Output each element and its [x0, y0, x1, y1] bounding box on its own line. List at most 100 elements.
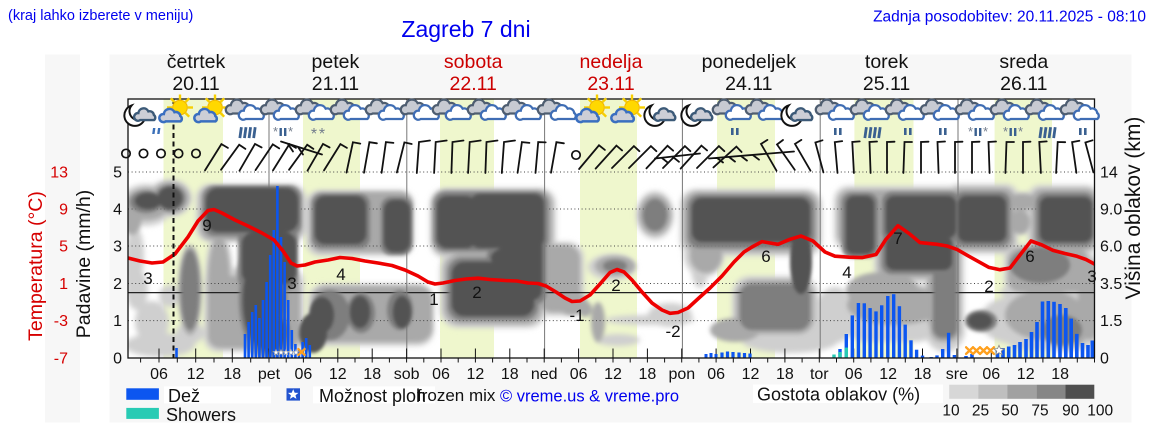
svg-text:*: *	[319, 126, 325, 143]
svg-text:12: 12	[467, 366, 485, 383]
svg-text:6.0: 6.0	[1100, 239, 1122, 256]
svg-text:23.11: 23.11	[587, 73, 634, 95]
svg-text:torek: torek	[865, 51, 909, 73]
svg-text:-2: -2	[665, 322, 680, 341]
svg-text:4: 4	[842, 263, 851, 282]
svg-text:75: 75	[1031, 403, 1048, 420]
svg-text:90: 90	[1062, 403, 1080, 420]
svg-text:25: 25	[972, 403, 989, 420]
svg-text:26.11: 26.11	[1000, 73, 1047, 95]
svg-text:22.11: 22.11	[450, 73, 497, 95]
svg-text:Zagreb 7 dni: Zagreb 7 dni	[401, 16, 530, 42]
svg-text:3: 3	[287, 274, 296, 293]
svg-text:18: 18	[363, 366, 381, 383]
svg-text:9: 9	[59, 202, 68, 219]
svg-text:18: 18	[776, 366, 794, 383]
svg-text:*: *	[968, 124, 973, 139]
svg-text:Zadnja posodobitev: 20.11.2025: Zadnja posodobitev: 20.11.2025 - 08:10	[873, 9, 1146, 26]
svg-text:sobota: sobota	[444, 51, 503, 73]
svg-text:ponedeljek: ponedeljek	[702, 51, 797, 73]
svg-text:nedelja: nedelja	[580, 51, 643, 73]
svg-text:1: 1	[59, 276, 68, 293]
svg-text:6: 6	[1025, 247, 1034, 266]
svg-text:24.11: 24.11	[725, 73, 772, 95]
svg-text:(kraj lahko izberete v meniju): (kraj lahko izberete v meniju)	[8, 8, 193, 24]
svg-text:frozen mix: frozen mix	[417, 386, 496, 405]
svg-text:5: 5	[59, 239, 68, 256]
svg-text:0: 0	[113, 350, 122, 367]
svg-text:-1: -1	[569, 306, 584, 325]
svg-text:Temperatura (°C): Temperatura (°C)	[25, 191, 47, 341]
svg-text:*: *	[1018, 124, 1023, 139]
svg-text:3: 3	[143, 269, 152, 288]
svg-text:12: 12	[742, 366, 760, 383]
svg-text:12: 12	[329, 366, 347, 383]
svg-text:1: 1	[113, 313, 122, 330]
svg-text:© vreme.us & vreme.pro: © vreme.us & vreme.pro	[500, 388, 679, 406]
svg-text:pon: pon	[668, 366, 695, 383]
svg-text:06: 06	[707, 366, 725, 383]
svg-text:Showers: Showers	[166, 405, 236, 425]
svg-text:petek: petek	[312, 51, 360, 73]
svg-text:12: 12	[187, 366, 205, 383]
svg-text:-3: -3	[54, 313, 68, 330]
svg-text:5: 5	[113, 165, 122, 182]
svg-text:9: 9	[202, 216, 211, 235]
svg-text:Gostota oblakov (%): Gostota oblakov (%)	[757, 385, 920, 405]
svg-text:18: 18	[1051, 366, 1069, 383]
svg-text:Višina oblakov (km): Višina oblakov (km)	[1122, 117, 1145, 300]
svg-text:2: 2	[611, 276, 620, 295]
svg-text:*: *	[288, 124, 293, 139]
svg-text:18: 18	[223, 366, 241, 383]
svg-text:20.11: 20.11	[172, 73, 219, 95]
svg-text:100: 100	[1087, 403, 1113, 420]
svg-text:0: 0	[1100, 350, 1109, 367]
svg-text:06: 06	[150, 366, 168, 383]
svg-text:Dež: Dež	[168, 386, 200, 406]
svg-text:18: 18	[914, 366, 932, 383]
svg-text:4: 4	[113, 202, 122, 219]
svg-text:*: *	[273, 124, 278, 139]
svg-text:*: *	[1003, 124, 1008, 139]
svg-text:2: 2	[984, 277, 993, 296]
svg-text:3: 3	[113, 239, 122, 256]
svg-text:6: 6	[761, 247, 770, 266]
svg-text:4: 4	[336, 265, 345, 284]
svg-text:06: 06	[570, 366, 588, 383]
svg-text:tor: tor	[810, 366, 829, 383]
svg-text:13: 13	[50, 165, 68, 182]
svg-text:12: 12	[879, 366, 897, 383]
svg-text:*: *	[983, 124, 988, 139]
svg-text:50: 50	[1001, 403, 1019, 420]
svg-text:06: 06	[982, 366, 1000, 383]
svg-text:1: 1	[429, 290, 438, 309]
svg-text:9.0: 9.0	[1100, 202, 1122, 219]
svg-text:18: 18	[501, 366, 519, 383]
svg-text:7: 7	[893, 229, 902, 248]
svg-text:-7: -7	[54, 350, 68, 367]
svg-text:10: 10	[942, 403, 960, 420]
svg-text:2: 2	[113, 276, 122, 293]
svg-text:12: 12	[1017, 366, 1035, 383]
svg-text:3.5: 3.5	[1100, 276, 1122, 293]
svg-text:sreda: sreda	[999, 51, 1048, 73]
svg-text:14: 14	[1100, 165, 1118, 182]
svg-text:18: 18	[639, 366, 657, 383]
svg-text:06: 06	[845, 366, 863, 383]
svg-text:*: *	[311, 126, 317, 143]
svg-text:06: 06	[432, 366, 450, 383]
svg-text:1.5: 1.5	[1100, 313, 1122, 330]
svg-text:Možnost ploh: Možnost ploh	[319, 386, 426, 406]
svg-text:2: 2	[472, 283, 481, 302]
svg-text:četrtek: četrtek	[167, 51, 226, 73]
svg-text:sob: sob	[394, 366, 420, 383]
svg-text:sre: sre	[946, 366, 968, 383]
svg-text:pet: pet	[258, 366, 281, 383]
svg-text:3: 3	[1087, 267, 1096, 286]
svg-text:Padavine (mm/h): Padavine (mm/h)	[73, 190, 95, 338]
svg-text:ned: ned	[531, 366, 558, 383]
svg-text:06: 06	[295, 366, 313, 383]
svg-text:12: 12	[604, 366, 622, 383]
svg-text:21.11: 21.11	[312, 73, 359, 95]
svg-text:25.11: 25.11	[863, 73, 910, 95]
